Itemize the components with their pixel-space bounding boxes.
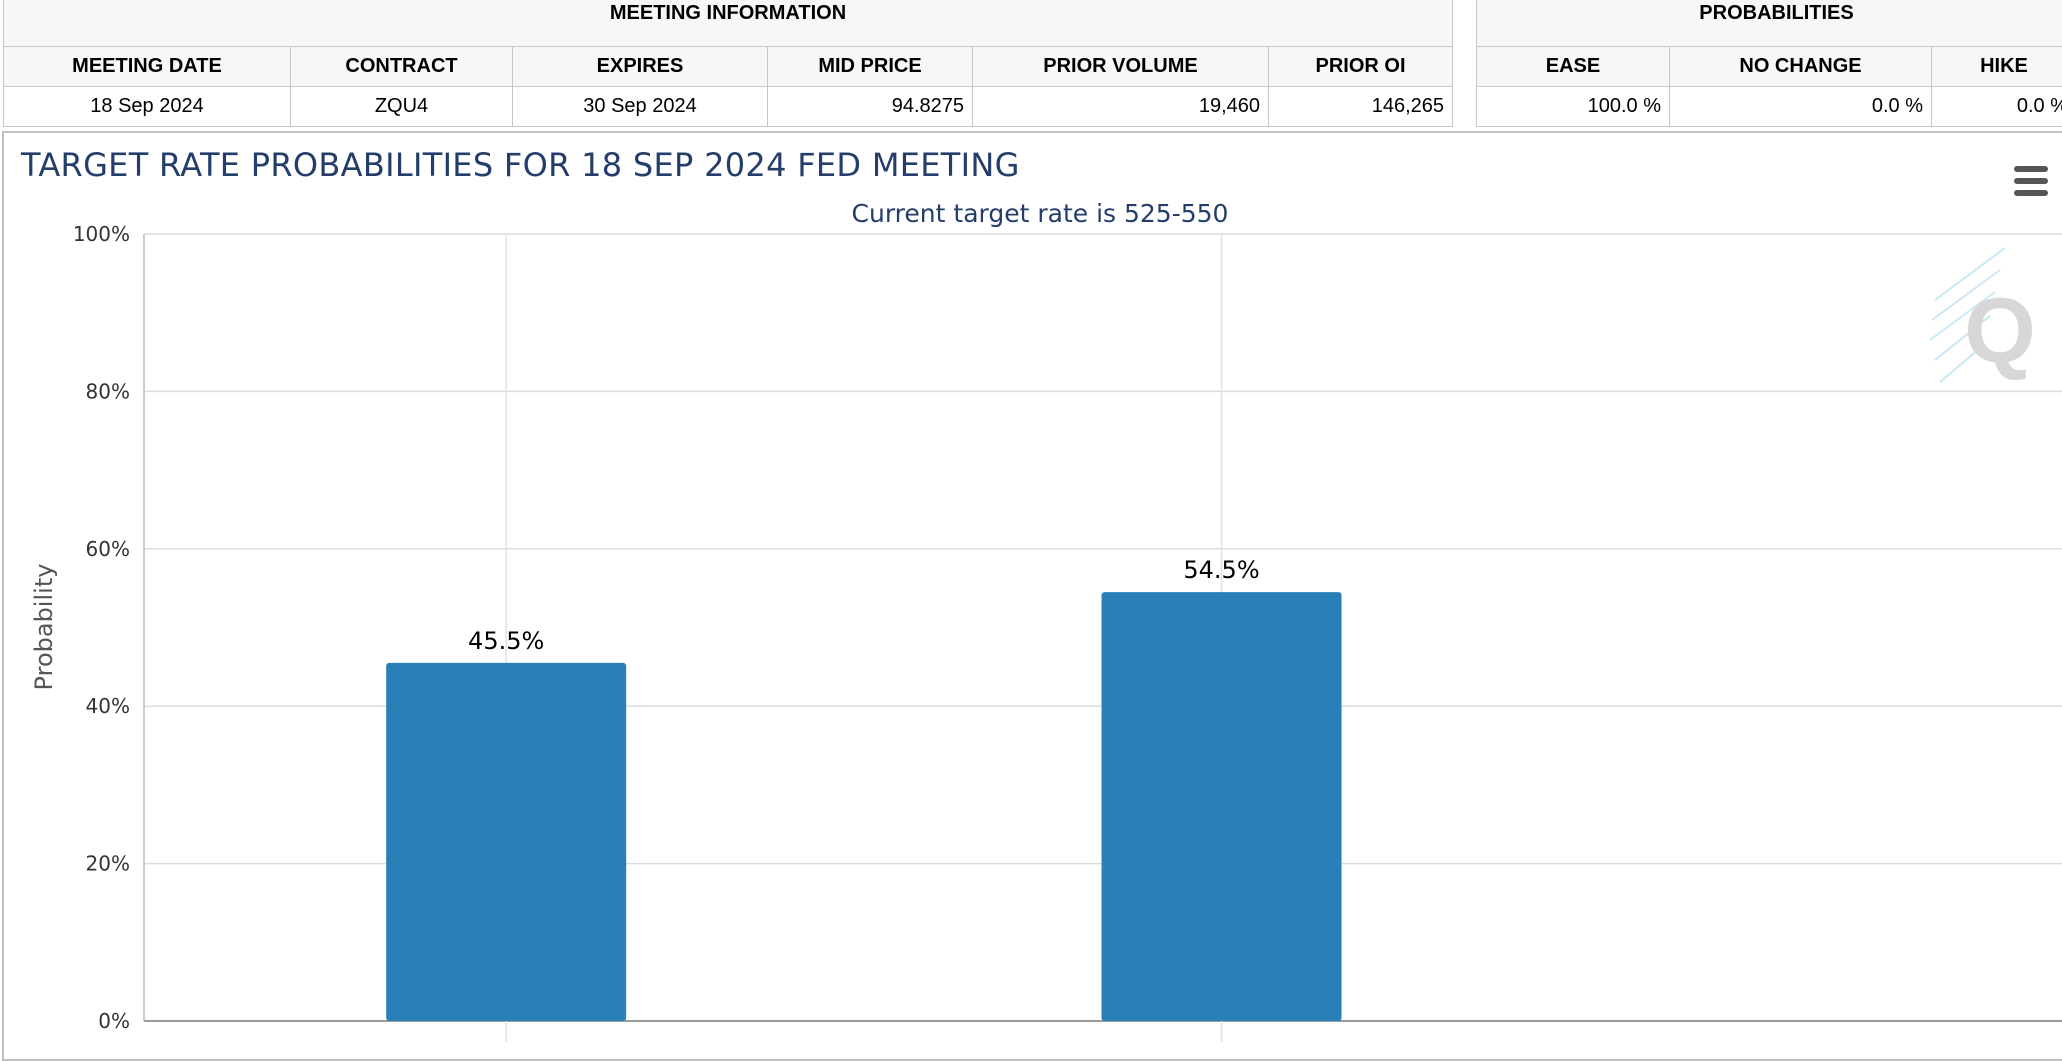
bar	[386, 663, 626, 1021]
y-tick-label: 80%	[86, 379, 130, 403]
y-tick-label: 40%	[86, 694, 130, 718]
y-tick-label: 100%	[73, 222, 130, 246]
watermark-logo: Q	[1930, 248, 2036, 382]
bar	[1102, 592, 1342, 1021]
chart-subtitle: Current target rate is 525-550	[852, 199, 1229, 228]
y-tick-label: 60%	[86, 537, 130, 561]
y-tick-label: 20%	[86, 852, 130, 876]
y-tick-label: 0%	[98, 1009, 130, 1033]
bar-data-label: 54.5%	[1183, 556, 1259, 584]
svg-text:Q: Q	[1964, 280, 2036, 382]
bar-data-label: 45.5%	[468, 627, 544, 655]
y-axis-label: Probability	[30, 564, 58, 691]
